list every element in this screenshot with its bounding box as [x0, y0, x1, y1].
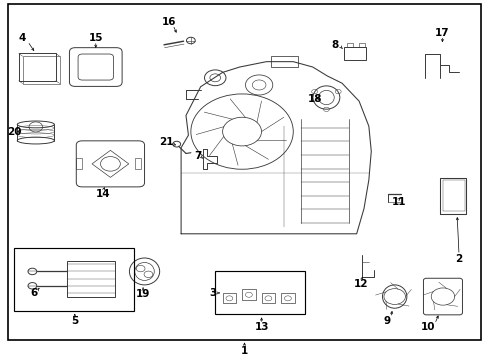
Bar: [358, 43, 364, 47]
Text: 5: 5: [71, 316, 78, 325]
Bar: [261, 293, 275, 303]
Text: 18: 18: [307, 94, 322, 104]
Bar: [135, 158, 141, 169]
Text: 4: 4: [19, 33, 26, 43]
Text: 8: 8: [330, 40, 338, 50]
Text: 1: 1: [241, 346, 247, 356]
Bar: [242, 289, 255, 301]
Bar: [66, 261, 115, 297]
Bar: [271, 56, 298, 67]
Text: 10: 10: [420, 322, 435, 332]
Text: 12: 12: [353, 279, 368, 289]
Text: 14: 14: [96, 189, 110, 199]
Text: 7: 7: [194, 150, 202, 161]
Text: 20: 20: [7, 127, 21, 136]
Bar: [281, 293, 294, 303]
Text: 13: 13: [254, 322, 268, 332]
Bar: [76, 158, 81, 169]
Text: 11: 11: [391, 197, 406, 207]
Bar: [14, 248, 134, 311]
Text: 16: 16: [162, 17, 176, 27]
Bar: [215, 271, 305, 315]
Text: 15: 15: [88, 33, 103, 43]
Text: 17: 17: [434, 28, 448, 38]
Text: 21: 21: [159, 138, 173, 147]
Bar: [344, 47, 366, 60]
Text: 3: 3: [209, 288, 216, 298]
Bar: [222, 293, 236, 303]
Bar: [346, 43, 352, 47]
Text: 2: 2: [454, 254, 462, 264]
Text: 9: 9: [383, 316, 390, 325]
Text: 6: 6: [30, 288, 38, 298]
Text: 19: 19: [136, 289, 150, 299]
